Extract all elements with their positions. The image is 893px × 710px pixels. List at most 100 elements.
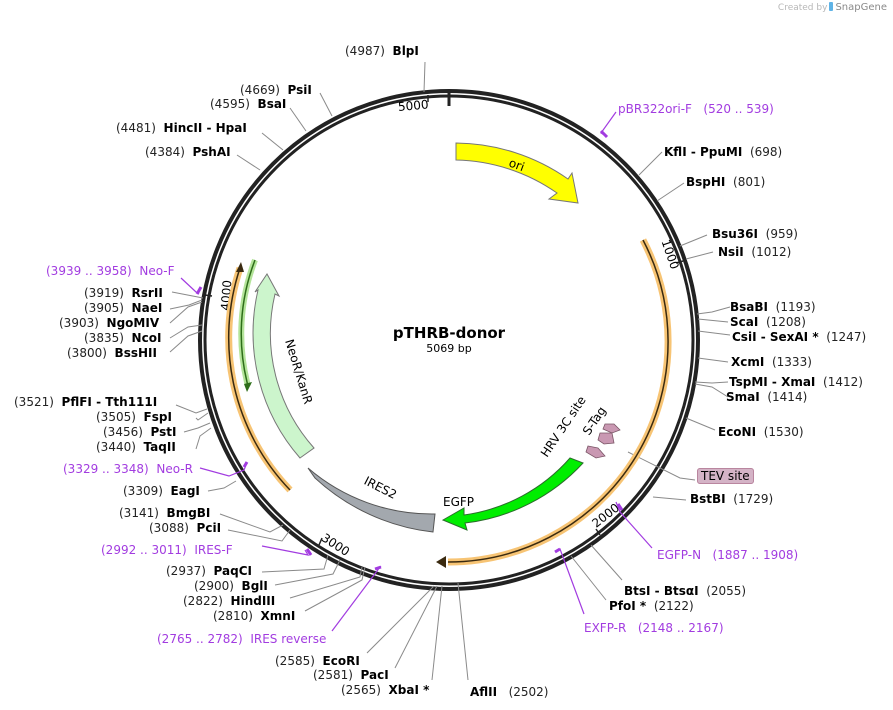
site-pos: (3835) — [84, 331, 124, 345]
site-bsu36i[interactable]: Bsu36I (959) — [712, 227, 798, 241]
site-bsai[interactable]: (4595) BsaI — [210, 97, 286, 111]
site-pos: (3456) — [103, 425, 143, 439]
feature-ori-label: ori — [507, 156, 526, 174]
site-pos: (2585) — [275, 654, 315, 668]
primer-name: IRES reverse — [250, 632, 327, 646]
snapgene-credit: Created by SnapGene — [778, 2, 887, 13]
feature-tev-site[interactable] — [602, 423, 621, 434]
enzyme-name: BlpI — [392, 44, 419, 58]
site-pshai[interactable]: (4384) PshAI — [145, 145, 231, 159]
enzyme-name: PshAI — [192, 145, 231, 159]
orf-arrowhead-neo — [236, 262, 244, 272]
primer-range: (2992 .. 3011) — [101, 543, 187, 557]
site-pos: (1208) — [765, 315, 806, 329]
site-pos: (2055) — [706, 584, 747, 598]
primer-name: IRES-F — [194, 543, 233, 557]
site-pfoi[interactable]: PfoI * (2122) — [609, 599, 694, 613]
feature-neor-label: NeoR/KanR — [282, 338, 315, 406]
site-nsii[interactable]: NsiI (1012) — [718, 245, 791, 259]
site-kfli-ppumi[interactable]: KflI - PpuMI (698) — [664, 145, 782, 159]
site-naei[interactable]: (3905) NaeI — [84, 301, 162, 315]
site-btsi-btsai[interactable]: BtsI - BtsαI (2055) — [624, 584, 746, 598]
site-bmgbi[interactable]: (3141) BmgBI — [119, 506, 210, 520]
tev-site-label[interactable]: TEV site — [697, 468, 754, 484]
enzyme-name: NsiI — [718, 245, 744, 259]
site-bsphi[interactable]: BspHI (801) — [686, 175, 765, 189]
feature-egfp[interactable] — [441, 457, 584, 531]
site-blpi[interactable]: (4987) BlpI — [345, 44, 419, 58]
primer-exfp-r[interactable]: EXFP-R (2148 .. 2167) — [584, 621, 724, 635]
enzyme-name: PaqCI — [213, 564, 252, 578]
site-paqci[interactable]: (2937) PaqCI — [166, 564, 252, 578]
site-rsrii[interactable]: (3919) RsrII — [84, 286, 163, 300]
site-pos: (2822) — [183, 594, 223, 608]
site-aflii[interactable]: AflII (2502) — [470, 685, 548, 699]
feature-s-tag[interactable] — [597, 432, 615, 445]
orf-arrowhead-egfp — [436, 556, 446, 568]
primer-range: (520 .. 539) — [703, 102, 774, 116]
site-xbai[interactable]: (2565) XbaI * — [341, 683, 429, 697]
site-smai[interactable]: SmaI (1414) — [726, 390, 807, 404]
enzyme-name: BspHI — [686, 175, 726, 189]
site-pos: (3800) — [67, 346, 107, 360]
primer-ires-f[interactable]: (2992 .. 3011) IRES-F — [101, 543, 233, 557]
enzyme-name: BsaBI — [730, 300, 768, 314]
feature-ori[interactable] — [455, 142, 579, 204]
primer-neo-f[interactable]: (3939 .. 3958) Neo-F — [46, 264, 175, 278]
feature-hrv3c[interactable] — [585, 445, 606, 459]
site-pos: (2122) — [653, 599, 694, 613]
site-taqii[interactable]: (3440) TaqII — [96, 440, 176, 454]
site-bsshii[interactable]: (3800) BssHII — [67, 346, 157, 360]
enzyme-name: HindIII — [230, 594, 276, 608]
site-psii[interactable]: (4669) PsiI — [240, 83, 312, 97]
site-ecori[interactable]: (2585) EcoRI — [275, 654, 360, 668]
primer-egfp-n[interactable]: EGFP-N (1887 .. 1908) — [657, 548, 798, 562]
site-xcmi[interactable]: XcmI (1333) — [731, 355, 812, 369]
enzyme-name: PsiI — [287, 83, 312, 97]
plasmid-length: 5069 bp — [426, 342, 472, 355]
site-pos: (2581) — [313, 668, 353, 682]
site-pos: (4481) — [116, 121, 156, 135]
site-csii-sexai[interactable]: CsiI - SexAI * (1247) — [732, 330, 866, 344]
site-ngomiv[interactable]: (3903) NgoMIV — [59, 316, 159, 330]
site-hindiii[interactable]: (2822) HindIII — [183, 594, 275, 608]
site-bsabi[interactable]: BsaBI (1193) — [730, 300, 816, 314]
primer-range: (3939 .. 3958) — [46, 264, 132, 278]
site-psti[interactable]: (3456) PstI — [103, 425, 176, 439]
site-bstbi[interactable]: BstBI (1729) — [690, 492, 773, 506]
site-pos: (4384) — [145, 145, 185, 159]
site-eagi[interactable]: (3309) EagI — [123, 484, 200, 498]
site-pos: (1530) — [763, 425, 804, 439]
site-pos: (1193) — [775, 300, 816, 314]
enzyme-name: PflFI - Tth111I — [61, 395, 158, 409]
enzyme-name: ScaI — [730, 315, 759, 329]
feature-neor-kanr[interactable] — [252, 273, 315, 459]
primer-ticks — [195, 129, 624, 571]
enzyme-name: BtsI - BtsαI — [624, 584, 699, 598]
primer-ires-reverse[interactable]: (2765 .. 2782) IRES reverse — [157, 632, 326, 646]
enzyme-name: NgoMIV — [106, 316, 160, 330]
site-pos: (1247) — [826, 330, 867, 344]
site-pos: (1012) — [751, 245, 792, 259]
enzyme-name: BglI — [241, 579, 268, 593]
site-pflfi-tth111i[interactable]: (3521) PflFI - Tth111I — [14, 395, 157, 409]
feature-ires2[interactable] — [307, 467, 436, 533]
enzyme-name: TspMI - XmaI — [729, 375, 816, 389]
site-pos: (3088) — [149, 521, 189, 535]
site-hincii-hpai[interactable]: (4481) HincII - HpaI — [116, 121, 247, 135]
site-pos: (4595) — [210, 97, 250, 111]
site-pos: (1333) — [771, 355, 812, 369]
site-econi[interactable]: EcoNI (1530) — [718, 425, 804, 439]
site-fspi[interactable]: (3505) FspI — [96, 410, 172, 424]
site-ncoi[interactable]: (3835) NcoI — [84, 331, 161, 345]
site-xmni[interactable]: (2810) XmnI — [213, 609, 295, 623]
site-pcii[interactable]: (3088) PciI — [149, 521, 221, 535]
site-tspmi-xmai[interactable]: TspMI - XmaI (1412) — [729, 375, 863, 389]
site-scai[interactable]: ScaI (1208) — [730, 315, 806, 329]
enzyme-name: XcmI — [731, 355, 765, 369]
site-pos: (4669) — [240, 83, 280, 97]
site-bgli[interactable]: (2900) BglI — [194, 579, 268, 593]
primer-neo-r[interactable]: (3329 .. 3348) Neo-R — [63, 462, 193, 476]
site-paci[interactable]: (2581) PacI — [313, 668, 389, 682]
primer-pbr322ori-f[interactable]: pBR322ori-F (520 .. 539) — [618, 102, 774, 116]
